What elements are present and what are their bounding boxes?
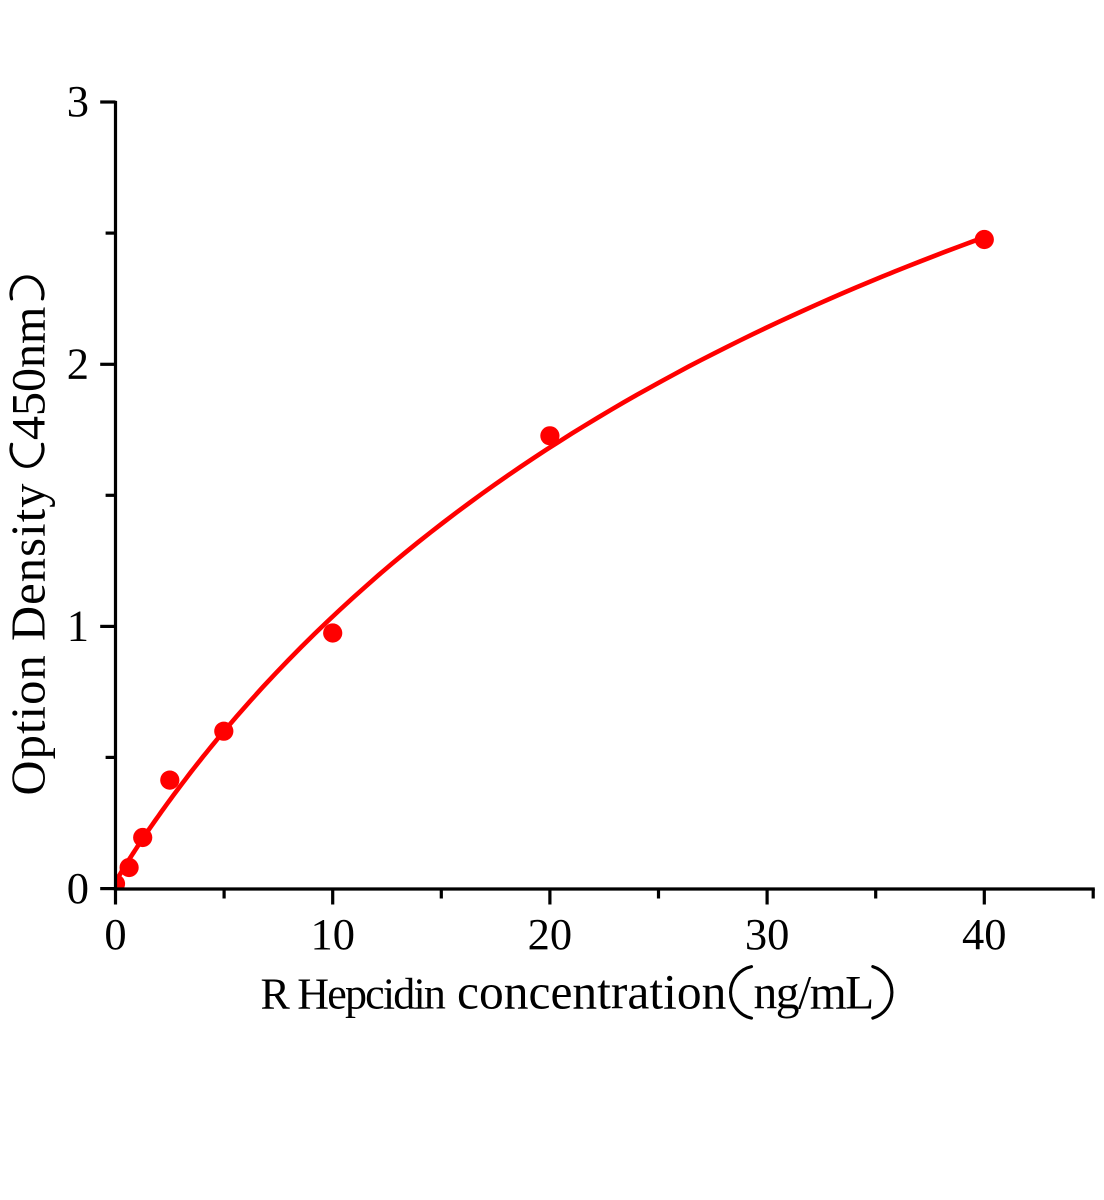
svg-text:ng/mL: ng/mL [754, 968, 873, 1020]
svg-text:1: 1 [67, 601, 89, 651]
svg-text:40: 40 [962, 909, 1007, 959]
svg-text:Option Density: Option Density [3, 482, 56, 795]
svg-text:0: 0 [67, 863, 89, 913]
svg-text:450nm: 450nm [3, 307, 56, 440]
svg-text:10: 10 [310, 909, 355, 959]
svg-text:3: 3 [67, 76, 89, 126]
svg-text:30: 30 [745, 909, 790, 959]
svg-text:20: 20 [528, 909, 573, 959]
svg-text:0: 0 [104, 909, 126, 959]
svg-text:2: 2 [67, 339, 89, 389]
